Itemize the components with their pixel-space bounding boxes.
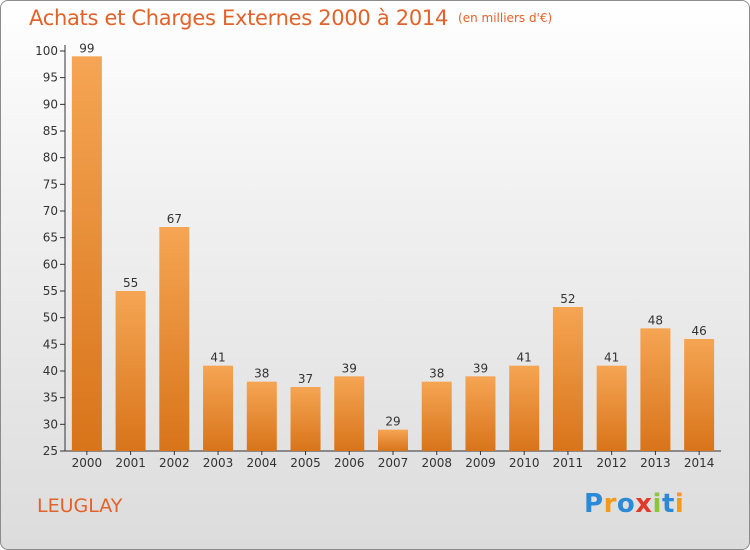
- y-tick-label: 40: [43, 364, 58, 378]
- x-tick-label: 2002: [159, 456, 190, 470]
- bar-value-label: 55: [123, 276, 138, 290]
- x-tick-label: 2009: [465, 456, 496, 470]
- bar-value-label: 39: [342, 361, 357, 375]
- y-tick-label: 95: [43, 71, 58, 85]
- logo-letter: o: [616, 489, 636, 519]
- y-tick-label: 25: [43, 444, 58, 458]
- x-tick-label: 2004: [247, 456, 278, 470]
- bar-2010: [509, 365, 540, 451]
- bar-value-label: 52: [560, 292, 575, 306]
- x-tick-label: 2012: [596, 456, 627, 470]
- x-tick-label: 2013: [640, 456, 671, 470]
- bar-2012: [596, 365, 627, 451]
- logo-letter: i: [652, 489, 662, 519]
- x-tick-label: 2014: [684, 456, 715, 470]
- x-tick-label: 2003: [203, 456, 234, 470]
- bar-2001: [115, 291, 146, 451]
- bar-value-label: 67: [167, 212, 182, 226]
- bar-value-label: 38: [254, 367, 269, 381]
- bar-2011: [552, 307, 583, 451]
- y-tick-label: 60: [43, 257, 58, 271]
- y-tick-label: 35: [43, 391, 58, 405]
- chart-title: Achats et Charges Externes 2000 à 2014 (e…: [29, 6, 552, 30]
- x-axis: 2000 2001 2002 2003 2004 2005 2006 2007 2008 2009…: [65, 450, 721, 470]
- bar-2007: [378, 429, 408, 451]
- bar-2014: [684, 339, 715, 451]
- bar-2008: [421, 381, 452, 451]
- y-tick-label: 85: [43, 124, 58, 138]
- logo-letter: x: [635, 489, 653, 519]
- y-tick-label: 55: [43, 284, 58, 298]
- y-tick-label: 50: [43, 311, 58, 325]
- bars: 99 55 67 41 38 37 39 29 38 39 41 52 41 48 46: [71, 41, 715, 451]
- bar-value-label: 41: [604, 351, 619, 365]
- chart-title-text: Achats et Charges Externes 2000 à 2014: [29, 6, 449, 30]
- bar-2002: [159, 227, 190, 451]
- x-tick-label: 2007: [378, 456, 409, 470]
- y-tick-label: 70: [43, 204, 58, 218]
- x-tick-label: 2000: [72, 456, 103, 470]
- chart-subtitle: (en milliers d'€): [458, 11, 553, 25]
- bar-2004: [246, 381, 277, 451]
- x-tick-label: 2010: [509, 456, 540, 470]
- logo-letter: P: [584, 489, 604, 519]
- bar-value-label: 48: [648, 313, 663, 327]
- proxiti-logo: Proxiti: [584, 489, 684, 519]
- bar-value-label: 29: [385, 415, 400, 429]
- y-tick-label: 75: [43, 177, 58, 191]
- bar-2003: [203, 365, 234, 451]
- y-tick-label: 100: [35, 44, 58, 58]
- bar-value-label: 38: [429, 367, 444, 381]
- y-tick-label: 30: [43, 417, 58, 431]
- bar-2006: [334, 376, 365, 451]
- y-tick-label: 80: [43, 151, 58, 165]
- bar-2009: [465, 376, 496, 451]
- bar-value-label: 46: [691, 324, 706, 338]
- location-label: LEUGLAY: [37, 495, 123, 517]
- bar-value-label: 37: [298, 372, 313, 386]
- bar-value-label: 41: [517, 351, 532, 365]
- bar-2005: [290, 387, 321, 451]
- y-tick-label: 90: [43, 97, 58, 111]
- y-tick-label: 45: [43, 337, 58, 351]
- logo-letter: r: [603, 489, 617, 519]
- x-tick-label: 2008: [421, 456, 452, 470]
- bar-2000: [71, 56, 102, 451]
- x-tick-label: 2001: [115, 456, 146, 470]
- logo-letter: t: [661, 489, 675, 519]
- y-axis: 25 30 35 40 45 50 55 60 65 70 75 80 85 90 95 100: [35, 44, 66, 458]
- bar-value-label: 39: [473, 361, 488, 375]
- x-tick-label: 2011: [553, 456, 584, 470]
- logo-letter: i: [674, 489, 685, 519]
- y-tick-label: 65: [43, 231, 58, 245]
- bar-value-label: 41: [210, 351, 225, 365]
- x-tick-label: 2005: [290, 456, 321, 470]
- bar-value-label: 99: [79, 41, 94, 55]
- x-tick-label: 2006: [334, 456, 365, 470]
- bar-2013: [640, 328, 671, 451]
